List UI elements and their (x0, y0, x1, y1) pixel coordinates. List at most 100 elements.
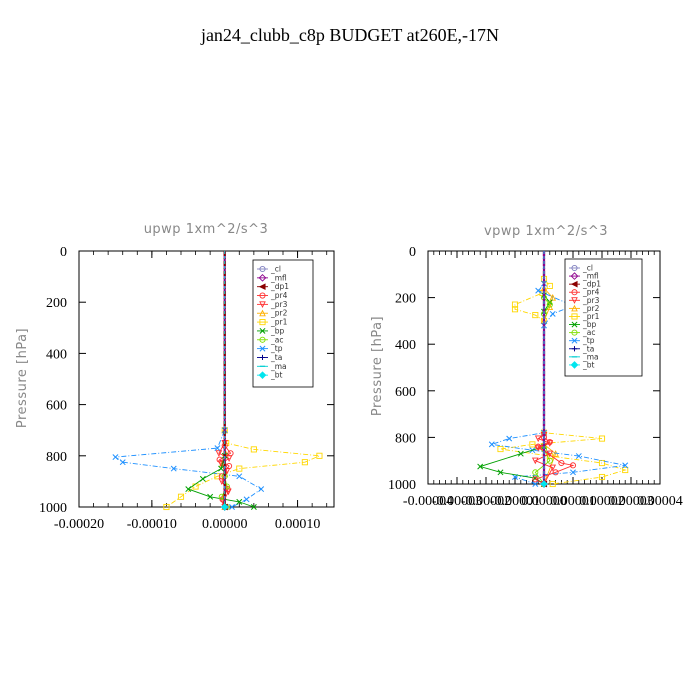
data-point (546, 301, 553, 308)
legend-entry: _pr3 (582, 296, 600, 305)
y-tick-label: 200 (46, 296, 67, 311)
series-bt (220, 251, 229, 511)
data-point (546, 457, 553, 464)
y-tick-label: 400 (46, 347, 67, 362)
legend-symbol (569, 313, 580, 320)
data-point (552, 469, 559, 476)
data-point (506, 435, 513, 442)
legend-symbol (257, 319, 268, 326)
data-point (477, 463, 484, 470)
data-point (215, 450, 223, 457)
data-point (598, 459, 606, 467)
plot-frame (78, 250, 335, 508)
legend-marker (259, 301, 266, 308)
legend-marker (259, 354, 266, 361)
data-point (112, 454, 119, 461)
data-point (301, 459, 308, 466)
legend-entry: _bt (270, 371, 283, 380)
data-point (119, 459, 126, 466)
series-tp (112, 251, 265, 510)
legend-entry: _cl (270, 265, 281, 274)
legend-symbol (569, 280, 580, 288)
legend-symbol (257, 371, 268, 379)
x-tick-label: 0.00000 (202, 517, 248, 532)
legend-entry: _pr1 (270, 318, 288, 327)
legend-entry: _ta (270, 353, 282, 362)
plot-area: 0 200 400 600 800 1000-0.00020 -0.00010 0.00000… (39, 245, 335, 532)
legend-entry: _pr4 (270, 291, 288, 300)
data-point (226, 462, 233, 470)
legend-entry: _cl (582, 264, 593, 273)
legend-marker (571, 313, 578, 320)
legend-marker (571, 304, 578, 312)
y-tick-label: 0 (409, 245, 416, 260)
data-point (532, 312, 539, 319)
chart-title: upwp 1xm^2/s^3 (144, 222, 269, 237)
data-point (170, 465, 177, 472)
legend-entry: _bt (582, 360, 595, 369)
y-tick-label: 200 (395, 292, 416, 307)
x-tick-label: -0.00003 (432, 494, 482, 509)
legend-symbol (569, 264, 580, 272)
legend-entry: _tp (582, 336, 595, 345)
legend-entry: _pr2 (582, 304, 600, 313)
legend-marker (259, 345, 266, 352)
data-point (488, 441, 495, 448)
legend-marker (571, 289, 578, 296)
legend-entry: _pr2 (270, 309, 288, 318)
data-point (532, 476, 539, 483)
data-point (199, 475, 206, 482)
data-point (511, 306, 519, 313)
data-point (598, 435, 606, 442)
legend-marker (259, 265, 266, 273)
data-point (497, 469, 504, 476)
data-point (569, 462, 577, 469)
series-bt (540, 251, 548, 488)
data-point (622, 466, 629, 474)
y-tick-label: 400 (395, 338, 416, 353)
chart-title: vpwp 1xm^2/s^3 (484, 224, 608, 239)
legend-marker (259, 292, 266, 299)
series-line (114, 251, 262, 508)
x-tick-label: -0.00004 (403, 494, 453, 509)
y-axis-label: Pressure [hPa] (15, 328, 30, 428)
data-point (529, 441, 536, 448)
legend-symbol (569, 346, 580, 352)
data-point (229, 504, 235, 510)
legend-symbol (569, 361, 580, 369)
legend-symbol (257, 345, 268, 352)
legend-symbol (257, 301, 268, 308)
data-point (549, 293, 557, 301)
legend-entry: _bp (582, 320, 597, 329)
data-point (546, 282, 553, 290)
x-tick-label: 0.00004 (637, 494, 683, 509)
data-point (220, 503, 229, 511)
data-point (531, 457, 539, 465)
x-tick-label: -0.00001 (490, 494, 540, 509)
legend-entry: _ma (270, 362, 287, 371)
data-point (236, 473, 243, 480)
legend-marker (258, 274, 267, 282)
x-tick-label: -0.00010 (127, 517, 177, 532)
y-tick-label: 0 (60, 245, 67, 260)
data-point (236, 465, 243, 472)
legend-symbol (569, 289, 580, 296)
legend-entry: _ac (582, 328, 595, 337)
y-tick-label: 600 (46, 399, 67, 414)
data-point (497, 446, 504, 453)
data-point (546, 439, 553, 446)
y-axis-label: Pressure [hPa] (370, 316, 385, 416)
x-tick-label: 0.00010 (275, 517, 321, 532)
y-tick-label: 1000 (39, 501, 67, 516)
legend-marker (258, 283, 266, 291)
legend-entry: _mfl (582, 272, 599, 281)
data-point (546, 440, 554, 447)
chart-panel-vpwp: vpwp 1xm^2/s^3 Pressure [hPa] 0 200 400 600… (370, 224, 683, 509)
legend-entry: _bp (270, 326, 285, 335)
data-point (214, 445, 221, 452)
data-point (216, 456, 223, 463)
data-point (540, 480, 548, 488)
y-tick-label: 600 (395, 385, 416, 400)
legend-marker (571, 264, 578, 272)
